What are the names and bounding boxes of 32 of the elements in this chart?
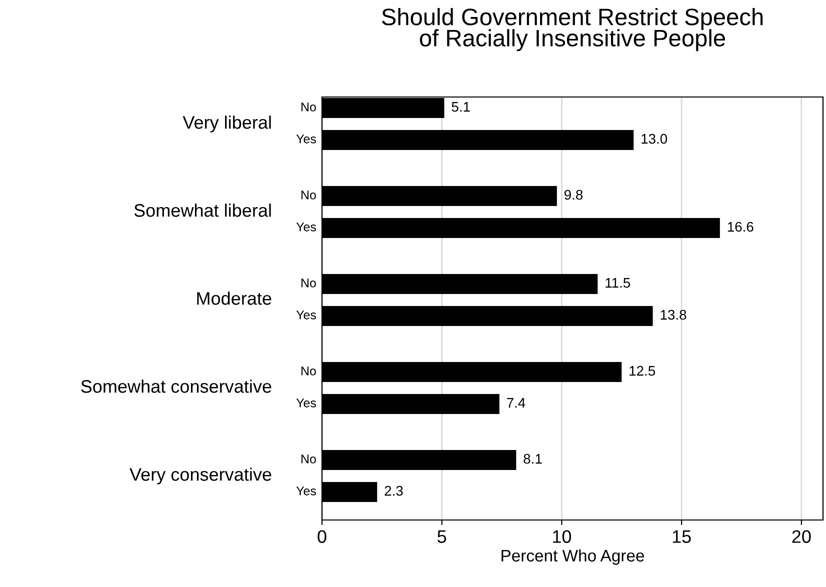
y-tick-label: Very liberal xyxy=(182,116,271,132)
series-label: Yes xyxy=(296,134,316,144)
text: Yes xyxy=(296,486,316,496)
text: Yes xyxy=(296,398,316,408)
text: Yes xyxy=(296,222,316,232)
data-label: 16.6 xyxy=(728,222,754,232)
text: No xyxy=(301,454,316,464)
x-tick-label: 15 xyxy=(672,530,691,543)
text: No xyxy=(301,278,316,288)
data-label: 11.5 xyxy=(606,278,630,288)
text: No xyxy=(301,366,316,376)
data-label: 2.3 xyxy=(384,486,403,496)
x-tick-label: 20 xyxy=(792,530,811,543)
x-tick-label: 5 xyxy=(438,530,446,543)
data-label: 13.8 xyxy=(660,310,686,320)
data-label: 8.1 xyxy=(524,454,542,464)
chart-title: Should Government Restrict Speech of Racially Insensitive People xyxy=(382,8,763,52)
series-label: No xyxy=(301,102,316,112)
y-tick-label: Moderate xyxy=(197,292,272,305)
x-tick-label: 0 xyxy=(318,530,326,543)
data-label: 5.1 xyxy=(452,102,470,112)
x-axis-title: Percent Who Agree xyxy=(502,549,644,565)
data-label: 7.4 xyxy=(507,398,526,408)
y-tick-label: Somewhat conservative xyxy=(81,380,272,393)
data-label: 13.0 xyxy=(642,134,668,144)
data-label: 9.8 xyxy=(564,190,583,200)
text: No xyxy=(301,190,316,200)
x-tick-label: 10 xyxy=(553,530,572,543)
y-tick-label: Somewhat liberal xyxy=(134,204,271,217)
text: Yes xyxy=(296,310,316,320)
y-tick-label: Very conservative xyxy=(130,468,272,484)
data-label: 12.5 xyxy=(630,366,656,376)
